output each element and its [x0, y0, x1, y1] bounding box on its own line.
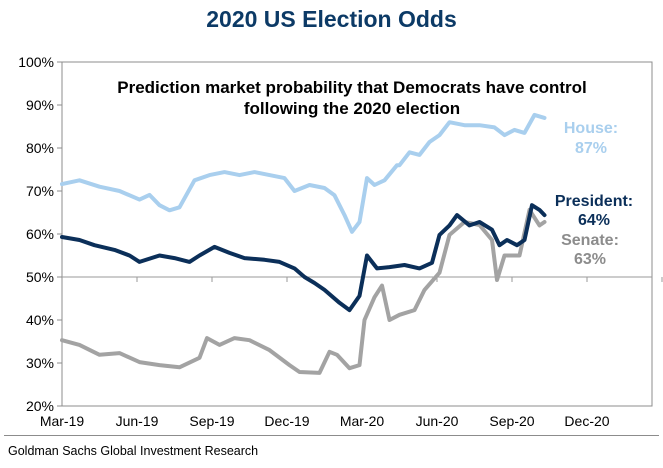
y-tick-label: 100% [18, 54, 54, 70]
x-tick-label: Jun-20 [416, 413, 459, 429]
series-lines [60, 112, 547, 375]
x-axis: Mar-19 Jun-19 Sep-19 Dec-19 Mar-20 Jun-20 Sep-… [40, 413, 610, 429]
x-tick-label: Mar-20 [340, 413, 385, 429]
x-tick-label: Dec-19 [264, 413, 309, 429]
x-tick-label: Mar-19 [40, 413, 85, 429]
president-annotation-value: 64% [578, 212, 610, 229]
subtitle-line-1: Prediction market probability that Democ… [117, 78, 587, 97]
x-tick-label: Sep-20 [489, 413, 534, 429]
x-tick-label: Sep-19 [189, 413, 234, 429]
y-tick-label: 30% [26, 355, 54, 371]
y-tick-label: 60% [26, 226, 54, 242]
chart: 20% 30% 40% 50% 60% 70% 80% 90% 100% Mar-19 Jun-1… [18, 54, 663, 429]
y-tick-label: 40% [26, 312, 54, 328]
chart-title: 2020 US Election Odds [206, 6, 457, 32]
subtitle-line-2: following the 2020 election [244, 99, 460, 118]
house-annotation-label: House: [564, 120, 618, 137]
footer-divider [4, 435, 659, 436]
y-tick-label: 50% [26, 269, 54, 285]
senate-annotation-label: Senate: [561, 232, 619, 249]
x-tick-label: Jun-19 [116, 413, 159, 429]
house-annotation-value: 87% [575, 140, 607, 157]
president-annotation-label: President: [555, 193, 633, 210]
series-line-president [60, 203, 547, 313]
series-line-house [60, 112, 547, 234]
fifty-percent-ticks [136, 277, 663, 282]
y-tick-label: 90% [26, 97, 54, 113]
y-tick-label: 20% [26, 398, 54, 414]
senate-annotation-value: 63% [574, 251, 606, 268]
series-line-senate [60, 207, 547, 375]
y-tick-label: 70% [26, 183, 54, 199]
y-tick-label: 80% [26, 140, 54, 156]
x-tick-label: Dec-20 [564, 413, 609, 429]
source-note: Goldman Sachs Global Investment Research [8, 444, 259, 458]
y-axis: 20% 30% 40% 50% 60% 70% 80% 90% 100% [18, 54, 62, 414]
